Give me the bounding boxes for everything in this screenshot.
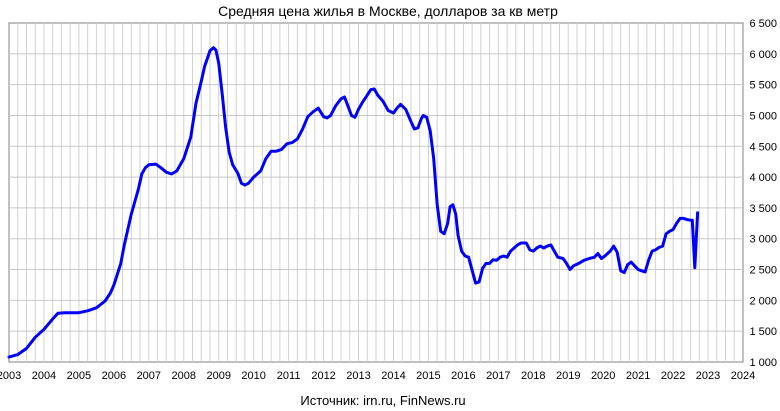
x-tick-label: 2019 — [556, 370, 580, 382]
x-tick-label: 2020 — [591, 370, 615, 382]
source-caption: Источник: irn.ru, FinNews.ru — [300, 393, 465, 408]
x-tick-label: 2023 — [696, 370, 720, 382]
y-tick-label: 3 000 — [749, 234, 777, 246]
y-tick-label: 6 000 — [749, 49, 777, 61]
y-tick-label: 2 500 — [749, 265, 777, 277]
x-tick-label: 2021 — [626, 370, 650, 382]
x-tick-label: 2018 — [521, 370, 545, 382]
x-tick-label: 2004 — [32, 370, 56, 382]
x-tick-label: 2015 — [416, 370, 440, 382]
x-tick-label: 2008 — [172, 370, 196, 382]
y-tick-label: 2 000 — [749, 295, 777, 307]
vertical-gridlines — [17, 23, 735, 362]
y-tick-label: 5 500 — [749, 80, 777, 92]
series-group — [7, 46, 700, 359]
y-tick-label: 1 000 — [749, 357, 777, 369]
x-tick-label: 2003 — [0, 370, 21, 382]
x-tick-label: 2024 — [731, 370, 755, 382]
x-tick-label: 2022 — [661, 370, 685, 382]
series-line — [7, 46, 700, 359]
x-tick-label: 2013 — [346, 370, 370, 382]
x-tick-label: 2017 — [486, 370, 510, 382]
y-tick-label: 4 500 — [749, 141, 777, 153]
x-tick-label: 2014 — [381, 370, 405, 382]
y-tick-label: 1 500 — [749, 326, 777, 338]
x-tick-label: 2009 — [206, 370, 230, 382]
chart-title: Средняя цена жилья в Москве, долларов за… — [218, 3, 558, 19]
y-tick-label: 3 500 — [749, 203, 777, 215]
x-tick-label: 2011 — [277, 370, 301, 382]
x-tick-label: 2016 — [451, 370, 475, 382]
y-tick-label: 4 000 — [749, 172, 777, 184]
x-axis-tick-labels: 2003 2004 2005 2006 2007 2008 2009 2010 2011 2012… — [0, 370, 755, 382]
horizontal-gridlines — [9, 53, 743, 332]
y-tick-label: 6 500 — [749, 18, 777, 30]
y-tick-label: 5 000 — [749, 110, 777, 122]
x-tick-label: 2012 — [311, 370, 335, 382]
x-tick-label: 2007 — [137, 370, 161, 382]
x-tick-label: 2010 — [241, 370, 265, 382]
x-tick-label: 2006 — [102, 370, 126, 382]
y-axis-tick-labels: 1 000 1 500 2 000 2 500 3 000 3 500 4 000 4 500… — [749, 18, 777, 369]
x-tick-label: 2005 — [67, 370, 91, 382]
